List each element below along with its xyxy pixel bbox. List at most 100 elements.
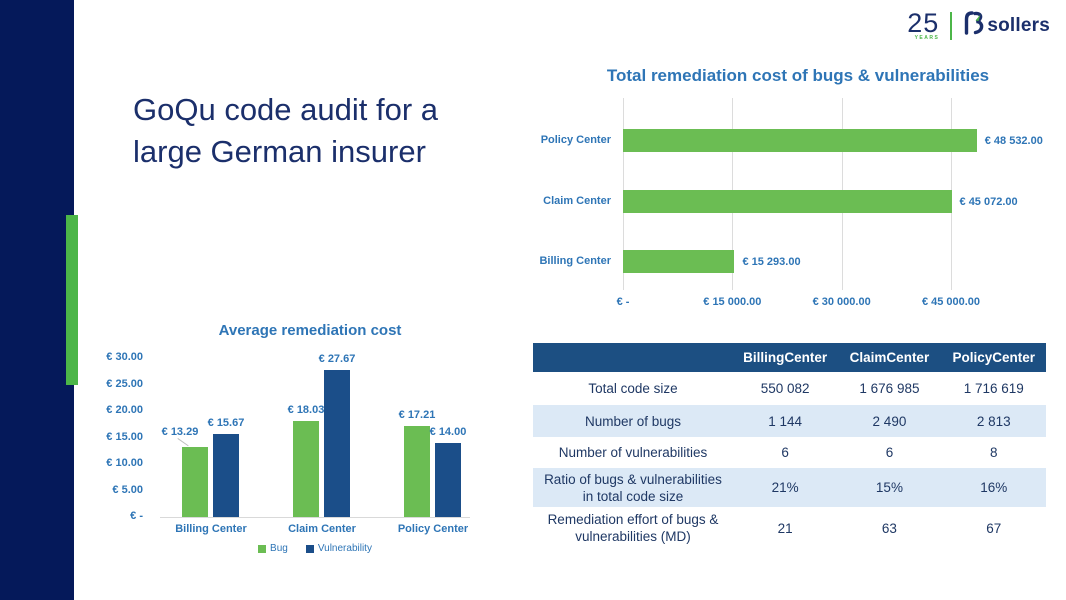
table-value-cell: 2 813 bbox=[976, 413, 1011, 429]
table-header-row: BillingCenter ClaimCenter PolicyCenter bbox=[533, 343, 1046, 372]
row-label-line: Total code size bbox=[588, 381, 678, 396]
table-header-cell: ClaimCenter bbox=[849, 350, 930, 365]
bar bbox=[213, 433, 239, 517]
table-value-cell: 1 716 619 bbox=[963, 381, 1024, 396]
table-row: Total code size 550 082 1 676 985 1 716 619 bbox=[533, 372, 1046, 405]
row-label-line: Number of bugs bbox=[584, 413, 682, 429]
slide-title-line1: GoQu code audit for a bbox=[133, 91, 439, 127]
y-axis-tick-label: € 30.00 bbox=[106, 351, 143, 363]
average-cost-chart-title: Average remediation cost bbox=[218, 322, 402, 339]
row-label-line: vulnerabilities (MD) bbox=[575, 529, 691, 544]
slide-title: GoQu code audit for a large German insur… bbox=[133, 89, 493, 173]
bar bbox=[435, 442, 461, 517]
row-label-cell: Number of bugs bbox=[533, 411, 733, 432]
x-axis-tick-label: € - bbox=[616, 296, 630, 308]
sollers-logo: sollers bbox=[963, 10, 1050, 41]
metrics-table: BillingCenter ClaimCenter PolicyCenter Tota… bbox=[533, 343, 1046, 549]
years-label: YEARS bbox=[914, 35, 940, 41]
average-cost-chart: Average remediation cost € 30.00 € 25.00 €… bbox=[83, 320, 513, 575]
legend-swatch bbox=[305, 544, 314, 553]
legend-label: Bug bbox=[270, 543, 288, 554]
green-accent-bar bbox=[66, 215, 78, 385]
y-axis-tick-label: € - bbox=[130, 510, 143, 522]
bar-value-label: € 45 072.00 bbox=[959, 195, 1018, 208]
legend-item: Bug bbox=[258, 543, 288, 554]
table-value-cell: 21% bbox=[771, 480, 799, 495]
category-label: Claim Center bbox=[288, 523, 356, 535]
x-axis-line bbox=[160, 517, 470, 518]
bar bbox=[182, 446, 208, 517]
table-value-cell: 15% bbox=[875, 480, 903, 495]
bar-value-label: € 18.03 bbox=[287, 404, 325, 417]
table-value-cell: 63 bbox=[881, 520, 897, 536]
legend-item: Vulnerability bbox=[305, 543, 372, 554]
category-label: Policy Center bbox=[397, 523, 469, 535]
brand-name: sollers bbox=[987, 14, 1050, 36]
row-label-cell: Total code size bbox=[533, 378, 733, 399]
chart-legend: Bug Vulnerability bbox=[160, 543, 470, 554]
total-cost-chart-title: Total remediation cost of bugs & vulnera… bbox=[606, 66, 990, 85]
bar-value-label: € 13.29 bbox=[161, 425, 199, 438]
company-logo: 25 YEARS sollers bbox=[907, 8, 1050, 42]
y-axis-tick-label: € 25.00 bbox=[106, 377, 143, 390]
x-axis-tick-label: € 15 000.00 bbox=[703, 296, 762, 308]
row-label-line: in total code size bbox=[582, 488, 684, 504]
bar bbox=[623, 189, 952, 213]
row-label-line: Remediation effort of bugs & bbox=[547, 512, 719, 527]
table-value-cell: 16% bbox=[980, 480, 1008, 495]
row-label-cell: Number of vulnerabilities bbox=[533, 442, 733, 463]
table-header-cell bbox=[533, 356, 733, 360]
table-value-cell: 2 490 bbox=[872, 413, 907, 429]
row-label-line: Number of vulnerabilities bbox=[558, 445, 708, 460]
total-cost-chart: Total remediation cost of bugs & vulnera… bbox=[533, 62, 1058, 314]
table-row: Remediation effort of bugs & vulnerabilit… bbox=[533, 507, 1046, 549]
bar bbox=[623, 250, 735, 273]
bar bbox=[623, 129, 977, 152]
y-axis-tick-label: € 5.00 bbox=[112, 483, 143, 496]
bar bbox=[324, 370, 350, 517]
table-header-cell: PolicyCenter bbox=[952, 350, 1035, 365]
slide-title-line2: large German insurer bbox=[133, 133, 426, 169]
bar-value-label: € 14.00 bbox=[429, 425, 467, 438]
sollers-mark-icon bbox=[963, 10, 985, 41]
category-label: Billing Center bbox=[175, 523, 247, 535]
table-value-cell: 6 bbox=[885, 445, 894, 460]
y-axis-tick-label: € 10.00 bbox=[106, 457, 143, 469]
left-sidebar-panel bbox=[0, 0, 74, 600]
25-years-logo: 25 YEARS bbox=[907, 8, 940, 42]
category-label: Billing Center bbox=[539, 255, 611, 267]
table-value-cell: 21 bbox=[777, 520, 793, 536]
table-header-cell: BillingCenter bbox=[743, 350, 828, 365]
bar-value-label: € 15 293.00 bbox=[742, 256, 801, 268]
table-row: Ratio of bugs & vulnerabilities in total … bbox=[533, 468, 1046, 507]
table-value-cell: 1 144 bbox=[768, 413, 803, 429]
table-row: Number of vulnerabilities 6 6 8 bbox=[533, 437, 1046, 468]
table-row: Number of bugs 1 144 2 490 2 813 bbox=[533, 405, 1046, 437]
row-label-cell: Remediation effort of bugs & vulnerabilit… bbox=[533, 509, 733, 547]
table-value-cell: 550 082 bbox=[760, 381, 810, 396]
table-value-cell: 67 bbox=[986, 520, 1002, 536]
x-axis-tick-label: € 30 000.00 bbox=[812, 296, 871, 308]
bar-value-label: € 15.67 bbox=[207, 416, 245, 429]
category-label: Policy Center bbox=[540, 134, 611, 146]
table-value-cell: 6 bbox=[781, 445, 789, 460]
y-axis-tick-label: € 20.00 bbox=[106, 404, 143, 416]
bar-value-label: € 27.67 bbox=[318, 353, 356, 366]
row-label-cell: Ratio of bugs & vulnerabilities in total … bbox=[533, 469, 733, 507]
bar-value-label: € 48 532.00 bbox=[984, 135, 1043, 147]
logo-divider bbox=[950, 11, 953, 40]
table-value-cell: 8 bbox=[989, 445, 998, 460]
bar bbox=[293, 421, 319, 517]
category-label: Claim Center bbox=[543, 194, 611, 207]
x-axis-tick-label: € 45 000.00 bbox=[921, 296, 981, 308]
label-leader-line bbox=[177, 437, 189, 446]
legend-swatch bbox=[258, 544, 267, 553]
table-value-cell: 1 676 985 bbox=[859, 381, 920, 396]
bar bbox=[404, 425, 430, 517]
bar-value-label: € 17.21 bbox=[398, 408, 436, 421]
y-axis-tick-label: € 15.00 bbox=[106, 430, 143, 443]
legend-label: Vulnerability bbox=[317, 543, 372, 554]
years-number: 25 bbox=[907, 8, 940, 38]
row-label-line: Ratio of bugs & vulnerabilities bbox=[544, 471, 722, 487]
